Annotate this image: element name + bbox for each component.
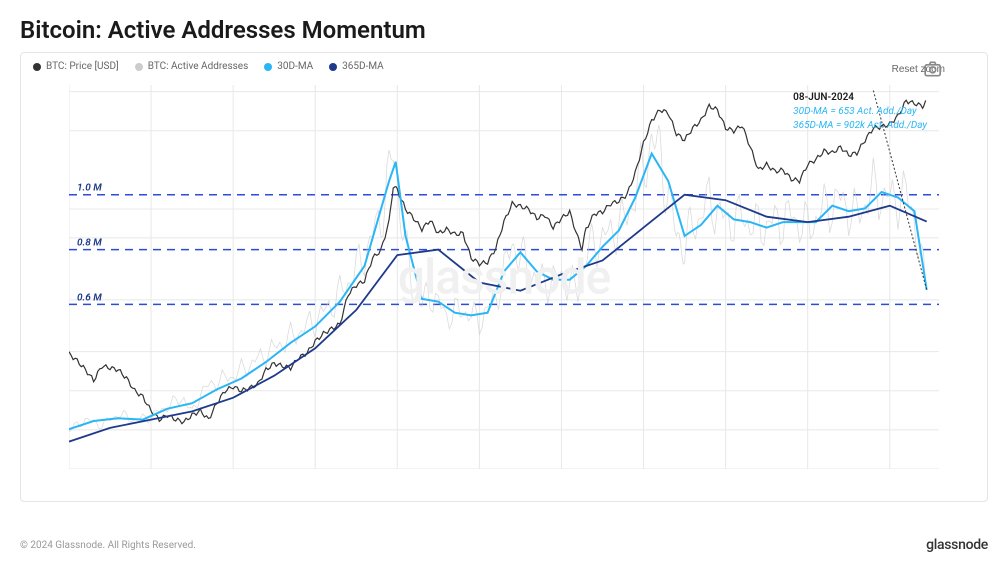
- legend-dot: [264, 63, 272, 71]
- footer: © 2024 Glassnode. All Rights Reserved. g…: [20, 537, 988, 553]
- screenshot-button[interactable]: [959, 59, 979, 79]
- annotation-30d: 30D-MA = 653 Act. Add./Day: [793, 105, 927, 119]
- legend-label: BTC: Price [USD]: [46, 61, 119, 72]
- page-title: Bitcoin: Active Addresses Momentum: [0, 0, 1008, 52]
- camera-icon: [886, 59, 979, 79]
- legend-label: BTC: Active Addresses: [148, 61, 249, 72]
- legend-dot: [329, 63, 337, 71]
- annotation-date: 08-JUN-2024: [793, 91, 927, 105]
- svg-text:0.6 M: 0.6 M: [77, 292, 102, 303]
- plot-area[interactable]: 2014201520162017201820192020202120222023…: [69, 85, 939, 469]
- chart-container: BTC: Price [USD] BTC: Active Addresses 3…: [20, 52, 988, 502]
- legend-item-365d[interactable]: 365D-MA: [329, 61, 384, 72]
- legend-dot: [33, 63, 41, 71]
- legend-label: 30D-MA: [277, 61, 313, 72]
- brand-logo: glassnode: [926, 537, 988, 553]
- copyright: © 2024 Glassnode. All Rights Reserved.: [20, 540, 196, 551]
- annotation-365d: 365D-MA = 902k Act. Add./Day: [793, 119, 927, 133]
- legend-dot: [135, 63, 143, 71]
- legend-item-price[interactable]: BTC: Price [USD]: [33, 61, 119, 72]
- chart-svg: 2014201520162017201820192020202120222023…: [69, 85, 939, 469]
- legend-label: 365D-MA: [342, 61, 384, 72]
- legend: BTC: Price [USD] BTC: Active Addresses 3…: [21, 53, 987, 80]
- chart-toolbar: Reset zoom: [886, 59, 979, 79]
- svg-text:1.0 M: 1.0 M: [77, 183, 102, 194]
- svg-text:0.8 M: 0.8 M: [77, 238, 102, 249]
- legend-item-30d[interactable]: 30D-MA: [264, 61, 313, 72]
- legend-item-active[interactable]: BTC: Active Addresses: [135, 61, 249, 72]
- annotation-callout: 08-JUN-2024 30D-MA = 653 Act. Add./Day 3…: [793, 91, 927, 133]
